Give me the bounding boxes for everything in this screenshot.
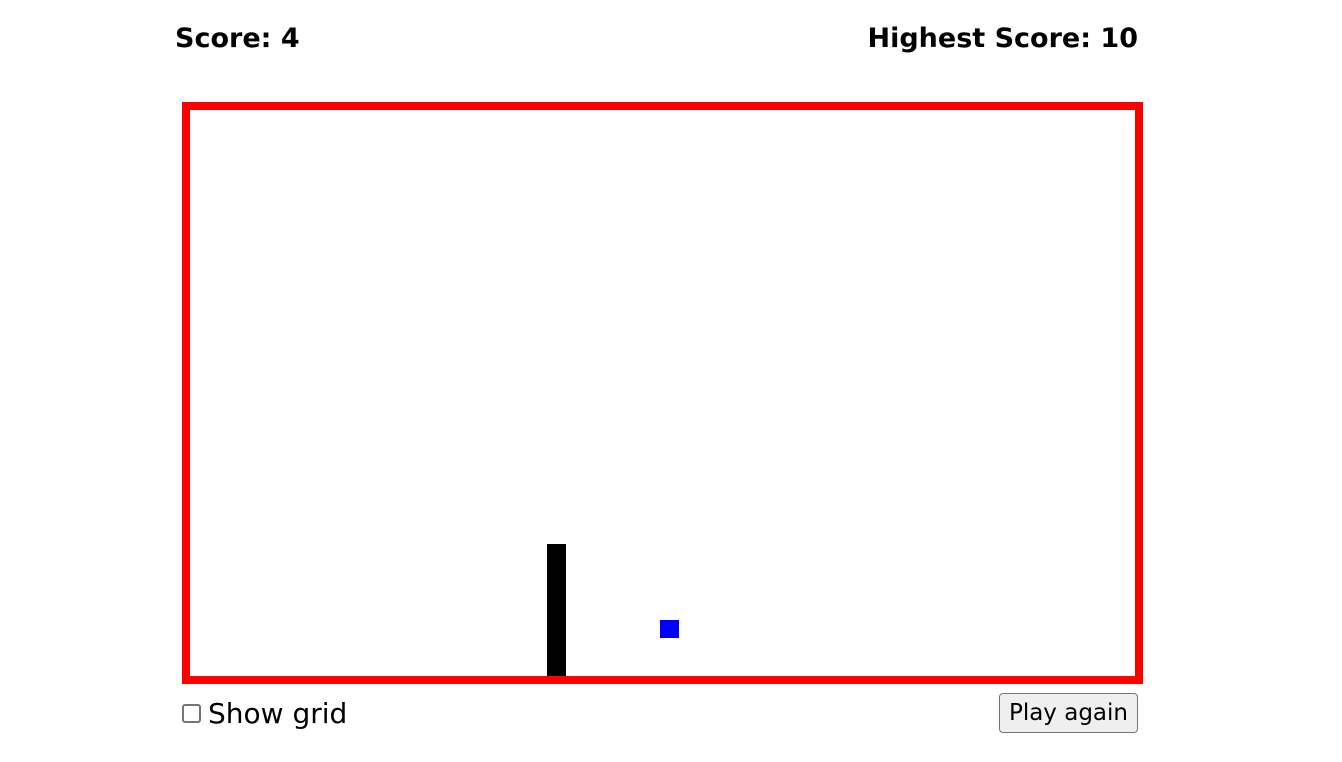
scoreboard: Score: 4 Highest Score: 10: [175, 20, 1138, 56]
highest-score-display: Highest Score: 10: [867, 22, 1139, 54]
food-item: [660, 620, 679, 638]
show-grid-toggle[interactable]: Show grid: [182, 697, 347, 730]
controls-bar: Show grid Play again: [182, 692, 1138, 734]
show-grid-checkbox[interactable]: [182, 703, 201, 723]
play-again-button[interactable]: Play again: [998, 693, 1138, 733]
score-display: Score: 4: [175, 22, 300, 54]
show-grid-label: Show grid: [208, 696, 348, 730]
snake-body: [547, 544, 566, 676]
game-board[interactable]: [182, 102, 1143, 684]
